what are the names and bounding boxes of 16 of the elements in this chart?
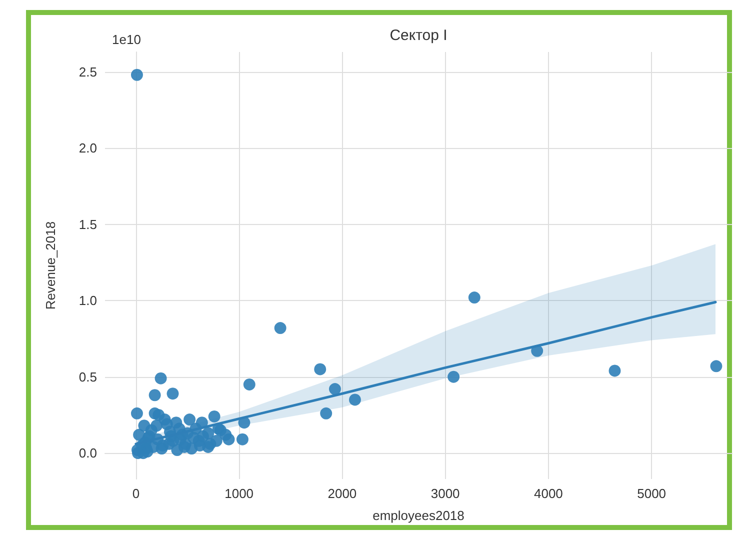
y-tick-label: 1.0 — [78, 293, 97, 308]
x-tick-label: 4000 — [534, 486, 563, 501]
y-tick-label: 0.0 — [78, 446, 97, 461]
text: 1e10 — [112, 32, 141, 47]
y-axis-title: Revenue_2018 — [43, 221, 58, 310]
x-tick-label: 1000 — [224, 486, 254, 501]
x-tick-label: 0 — [132, 486, 140, 501]
y-tick-label: 2.5 — [78, 64, 97, 80]
y-tick-label: 0.5 — [78, 369, 97, 384]
chart-title: Сектор I — [390, 27, 448, 44]
y-tick-label: 2.0 — [78, 140, 97, 156]
y-tick-label: 1.5 — [78, 216, 97, 232]
x-tick-label: 5000 — [637, 486, 666, 501]
x-tick-label: 2000 — [328, 486, 357, 501]
x-tick-label: 3000 — [430, 486, 460, 501]
x-axis-title: employees2018 — [372, 508, 464, 523]
